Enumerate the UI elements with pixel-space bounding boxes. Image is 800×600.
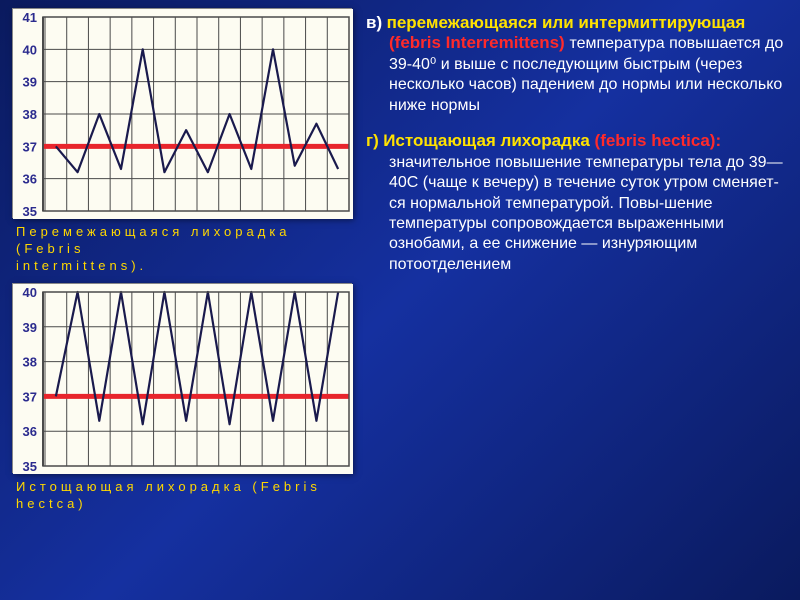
chart-bottom: 35 36 37 38 39 40 [12,283,352,473]
title-g-1: Истощающая лихорадка [383,131,594,150]
svg-text:36: 36 [23,172,37,187]
body-g: значительное повышение температуры тела … [389,154,783,273]
caption-top: Перемежающаяся лихорадка (Febris intermi… [12,218,352,277]
svg-text:40: 40 [23,285,37,300]
caption-top-line2: intermittens). [16,258,147,273]
chart-top-container: 35 36 37 38 39 40 41 Перемежающаяся лихорадка … [12,8,352,277]
caption-bottom: Истощающая лихорадка (Febris hectca) [12,473,352,515]
chart-bottom-container: 35 36 37 38 39 40 Истощающая лихорадка (Febri… [12,283,352,515]
svg-text:39: 39 [23,75,37,90]
svg-text:41: 41 [23,10,37,25]
section-v: в) перемежающаяся или интермиттирующая (… [366,12,786,116]
caption-top-line1: Перемежающаяся лихорадка (Febris [16,224,291,256]
svg-text:37: 37 [23,389,37,404]
marker-v: в) [366,13,382,32]
svg-text:37: 37 [23,139,37,154]
section-g: г) Истощающая лихорадка (febris hectica)… [366,130,786,275]
title-g-2: (febris hectica): [595,131,722,150]
svg-text:38: 38 [23,107,37,122]
chart-top: 35 36 37 38 39 40 41 [12,8,352,218]
svg-text:36: 36 [23,424,37,439]
title-v-1: перемежающаяся или интермиттирующая [387,13,746,32]
svg-text:40: 40 [23,42,37,57]
svg-text:35: 35 [23,204,37,219]
svg-text:38: 38 [23,354,37,369]
marker-g: г) [366,131,379,150]
title-v-2: (febris Interremittens) [389,33,569,52]
svg-text:39: 39 [23,319,37,334]
caption-bottom-text: Истощающая лихорадка (Febris hectca) [16,479,321,511]
svg-text:35: 35 [23,459,37,474]
